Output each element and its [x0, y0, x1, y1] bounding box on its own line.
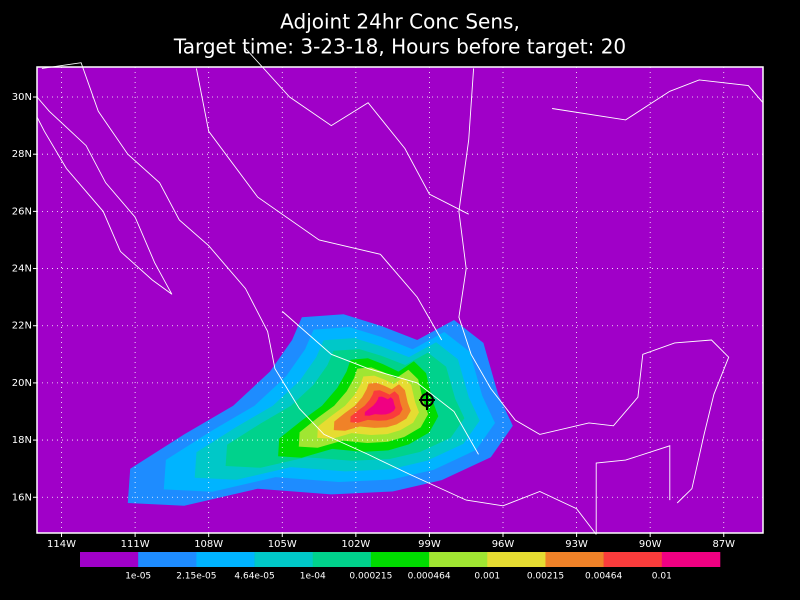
lon-tick-label: 111W: [121, 539, 150, 550]
lon-tick-label: 114W: [47, 539, 76, 550]
lat-tick-label: 24N: [12, 264, 32, 275]
colorbar-box: [312, 552, 372, 567]
lon-tick-label: 105W: [268, 539, 297, 550]
colorbar-box: [254, 552, 314, 567]
colorbar-label: 0.000215: [349, 572, 392, 582]
coastline: [245, 48, 469, 215]
overlay: 114W 111W 108W 105W 102W 99W 96W 93W 90W 87W 16N 18…: [12, 67, 763, 550]
colorbar-label: 0.01: [652, 572, 672, 582]
colorbar-box: [603, 552, 663, 567]
colorbar-label: 0.000464: [408, 572, 451, 582]
colorbar-label: 2.15e-05: [176, 572, 216, 582]
title-line: Adjoint 24hr Conc Sens,: [280, 10, 520, 34]
colorbar-box: [487, 552, 546, 567]
coastline: [552, 79, 764, 121]
lat-tick-label: 20N: [12, 378, 32, 389]
lon-tick-label: 96W: [492, 539, 515, 550]
map-area: [36, 48, 764, 535]
colorbar-label: 1e-04: [300, 572, 326, 582]
lon-tick-label: 102W: [341, 539, 370, 550]
title-line: Target time: 3-23-18, Hours before targe…: [173, 35, 626, 59]
coastline: [36, 96, 173, 295]
colorbar-box: [196, 552, 255, 567]
lat-tick-label: 22N: [12, 321, 32, 332]
colorbar-box: [545, 552, 604, 567]
lat-tick-label: 16N: [12, 492, 32, 503]
lon-tick-label: 99W: [418, 539, 441, 550]
target-marker: [418, 392, 435, 411]
colorbar-box: [138, 552, 197, 567]
colorbar-box: [80, 552, 139, 567]
colorbar-label: 0.00464: [585, 572, 622, 582]
colorbar-label: 4.64e-05: [234, 572, 274, 582]
colorbar-label: 1e-05: [125, 572, 151, 582]
lon-tick-label: 108W: [194, 539, 223, 550]
lat-tick-label: 18N: [12, 435, 32, 446]
lat-tick-label: 28N: [12, 149, 32, 160]
coastline: [595, 445, 671, 535]
lon-tick-label: 93W: [565, 539, 588, 550]
colorbar-box: [370, 552, 430, 567]
lon-tick-label: 90W: [639, 539, 662, 550]
lat-tick-label: 26N: [12, 206, 32, 217]
map-frame: [36, 66, 764, 534]
contour-fill: [364, 396, 396, 416]
coastline: [282, 311, 479, 455]
coastline: [195, 68, 443, 341]
colorbar-box: [429, 552, 488, 567]
lat-tick-label: 30N: [12, 92, 32, 103]
lon-tick-label: 87W: [712, 539, 735, 550]
colorbar-label: 0.00215: [527, 572, 564, 582]
colorbar-box: [661, 552, 721, 567]
coastline: [458, 68, 730, 504]
colorbar-label: 0.001: [474, 572, 500, 582]
